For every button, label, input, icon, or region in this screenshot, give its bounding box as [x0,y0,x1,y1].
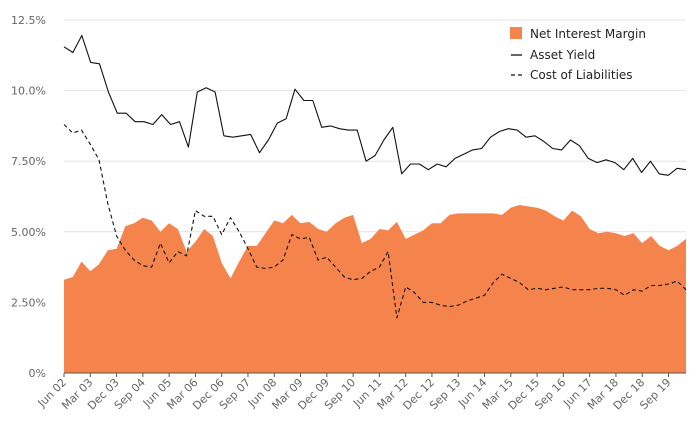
line-series-layer [63,34,687,319]
series-asset-yield [63,34,687,176]
y-tick-label: 0% [29,367,46,380]
series-net-interest-margin [64,205,686,373]
legend-label-asset-yield: Asset Yield [530,48,595,62]
legend-label-net-interest-margin: Net Interest Margin [530,27,646,41]
y-tick-labels: 0% 2.50% 5.00% 7.50% 10.0% 12.5% [11,14,46,380]
y-tick-label: 10.0% [11,85,46,98]
y-tick-label: 7.50% [11,155,46,168]
area-series-layer [64,205,686,373]
y-tick-label: 5.00% [11,226,46,239]
legend-label-cost-of-liabilities: Cost of Liabilities [530,68,633,82]
y-tick-label: 12.5% [11,14,46,27]
legend: Net Interest Margin Asset Yield Cost of … [510,27,646,82]
y-tick-label: 2.50% [11,296,46,309]
legend-swatch-net-interest-margin [510,27,522,39]
series-cost-of-liabilities [63,124,687,319]
